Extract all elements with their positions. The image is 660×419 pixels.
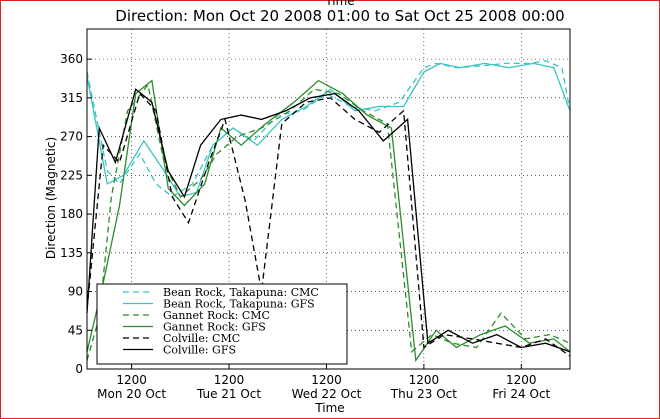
y-tick-label: 180 <box>60 207 83 221</box>
x-tick-label-bottom: Fri 24 Oct <box>492 387 550 401</box>
top-clipped-label: Time <box>324 0 354 8</box>
series-lines <box>86 60 571 363</box>
legend-box <box>96 283 348 365</box>
x-tick-label-bottom: Thu 23 Oct <box>390 387 457 401</box>
y-tick-label: 225 <box>60 168 83 182</box>
y-tick-label: 135 <box>60 246 83 260</box>
y-tick-label: 315 <box>60 91 83 105</box>
x-tick-label-bottom: Wed 22 Oct <box>292 387 362 401</box>
series-line-5 <box>86 88 571 353</box>
plot-area <box>86 28 571 370</box>
legend-label: Gannet Rock: CMC <box>163 309 270 322</box>
series-line-0 <box>86 60 571 198</box>
legend-label: Colville: CMC <box>163 332 240 345</box>
x-tick-label-top: 1200 <box>311 373 342 387</box>
series-line-3 <box>86 79 571 363</box>
x-axis-label: Time <box>314 401 344 415</box>
legend-label: Bean Rock, Takapuna: GFS <box>163 298 315 311</box>
x-tick-label-top: 1200 <box>506 373 537 387</box>
y-tick-label: 270 <box>60 130 83 144</box>
series-line-1 <box>86 62 571 198</box>
x-tick-label-bottom: Tue 21 Oct <box>196 387 261 401</box>
legend-label: Bean Rock, Takapuna: CMC <box>163 286 319 299</box>
x-tick-label-bottom: Mon 20 Oct <box>97 387 166 401</box>
x-tick-label-top: 1200 <box>214 373 245 387</box>
y-tick-label: 360 <box>60 52 83 66</box>
series-line-2 <box>86 83 571 361</box>
y-tick-label: 0 <box>75 362 83 376</box>
y-tick-label: 90 <box>68 285 83 299</box>
legend-label: Colville: GFS <box>163 344 236 357</box>
legend-label: Gannet Rock: GFS <box>163 321 266 334</box>
y-tick-label: 45 <box>68 323 83 337</box>
series-line-4 <box>86 92 571 357</box>
chart-title: Direction: Mon Oct 20 2008 01:00 to Sat … <box>115 7 564 25</box>
y-axis-label: Direction (Magnetic) <box>44 137 58 259</box>
x-tick-label-top: 1200 <box>409 373 440 387</box>
x-tick-label-top: 1200 <box>116 373 147 387</box>
